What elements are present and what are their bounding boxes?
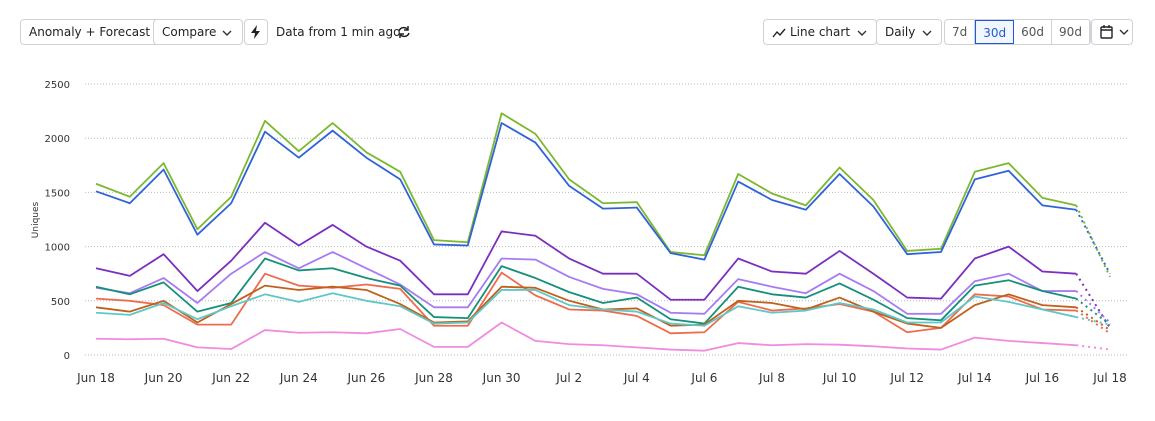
forecast-line <box>1075 297 1111 326</box>
interval-label: Daily <box>885 25 916 39</box>
y-tick-label: 2000 <box>45 134 70 145</box>
y-tick-label: 1500 <box>45 188 70 199</box>
series-line <box>95 284 1077 329</box>
live-button[interactable] <box>244 19 268 45</box>
chevron <box>857 30 867 36</box>
range-option[interactable]: 30d <box>975 20 1015 44</box>
x-tick-label: Jun 22 <box>211 371 250 385</box>
x-tick-label: Jun 24 <box>279 371 318 385</box>
y-tick-label: 2500 <box>45 80 70 91</box>
series-line <box>95 112 1077 257</box>
range-selector: 7d 30d 60d 90d <box>944 19 1091 45</box>
x-tick-label: Jul 18 <box>1092 371 1127 385</box>
y-axis-label: Uniques <box>31 201 41 238</box>
chevron <box>922 30 932 36</box>
x-tick-label: Jun 18 <box>76 371 115 385</box>
chevron <box>222 30 232 36</box>
forecast-line <box>1075 273 1111 329</box>
x-tick-label: Jul 2 <box>555 371 582 385</box>
x-tick-label: Jun 20 <box>144 371 183 385</box>
interval-button[interactable]: Daily <box>876 19 943 45</box>
y-tick-label: 0 <box>64 351 70 362</box>
x-tick-label: Jun 28 <box>414 371 453 385</box>
bolt-icon <box>251 25 260 39</box>
forecast-line <box>1075 316 1111 326</box>
refresh-icon[interactable] <box>397 25 411 39</box>
compare-label: Compare <box>162 25 217 39</box>
x-tick-label: Jul 14 <box>957 371 992 385</box>
forecast-line <box>1075 290 1111 324</box>
x-tick-label: Jul 12 <box>889 371 924 385</box>
series-line <box>95 221 1077 301</box>
compare-button[interactable]: Compare <box>153 19 244 45</box>
range-option[interactable]: 7d <box>945 20 976 44</box>
forecast-line <box>1075 309 1111 335</box>
mode-button[interactable]: Anomaly + Forecast <box>20 19 160 45</box>
forecast-line <box>1075 306 1111 331</box>
series-line <box>95 257 1077 325</box>
series-line <box>95 271 1077 335</box>
x-tick-label: Jul 4 <box>623 371 650 385</box>
x-tick-label: Jul 6 <box>690 371 717 385</box>
chart-type-button[interactable]: Line chart <box>763 19 878 45</box>
x-tick-label: Jul 10 <box>822 371 857 385</box>
x-tick-label: Jul 8 <box>758 371 785 385</box>
range-option[interactable]: 60d <box>1014 20 1053 44</box>
x-tick-label: Jun 30 <box>482 371 521 385</box>
forecast-line <box>1075 209 1111 275</box>
forecast-line <box>1075 204 1111 278</box>
chart-type-label: Line chart <box>790 25 851 39</box>
x-tick-label: Jul 16 <box>1025 371 1060 385</box>
range-option[interactable]: 90d <box>1052 20 1090 44</box>
forecast-line <box>1076 344 1111 351</box>
y-tick-label: 1000 <box>45 243 70 254</box>
y-tick-label: 500 <box>51 297 70 308</box>
freshness: Data from 1 min ago <box>276 25 401 39</box>
x-tick-label: Jun 26 <box>346 371 385 385</box>
line-icon <box>772 28 786 38</box>
series-line <box>95 251 1077 315</box>
series-line <box>95 289 1077 327</box>
series-line <box>95 321 1077 352</box>
series-line <box>95 122 1077 261</box>
date-picker[interactable] <box>1091 19 1133 45</box>
calendar-icon <box>1100 25 1129 39</box>
